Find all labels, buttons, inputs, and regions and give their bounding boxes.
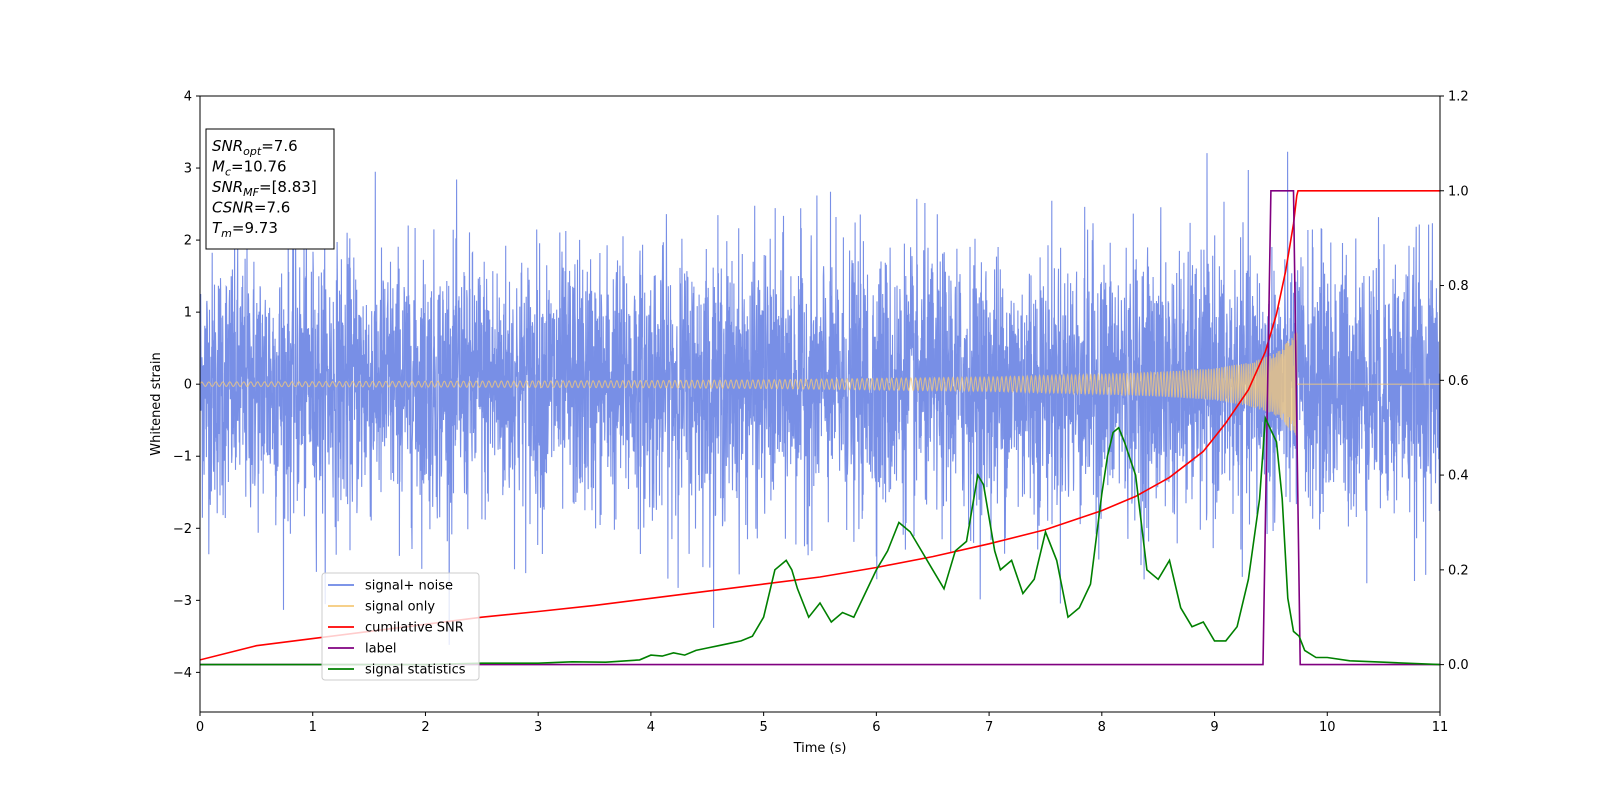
annotation-line: SNRMF=[8.83] bbox=[212, 178, 317, 199]
x-tick-label: 6 bbox=[872, 720, 880, 735]
x-tick-label: 7 bbox=[985, 720, 993, 735]
y-axis-label: Whitened strain bbox=[149, 352, 164, 455]
y-left-tick-label: −3 bbox=[173, 594, 192, 609]
signal-statistics-line bbox=[200, 415, 1440, 666]
x-tick-label: 5 bbox=[759, 720, 767, 735]
y-right-tick-label: 0.2 bbox=[1448, 563, 1469, 578]
x-tick-label: 9 bbox=[1210, 720, 1218, 735]
legend-frame bbox=[321, 572, 480, 681]
y-left-tick-label: −4 bbox=[173, 666, 192, 681]
x-tick-label: 10 bbox=[1319, 720, 1336, 735]
legend-label: signal only bbox=[365, 600, 435, 615]
y-left-tick-label: 2 bbox=[184, 234, 192, 249]
annotation-line: Tm=9.73 bbox=[212, 219, 278, 240]
y-left-tick-label: −2 bbox=[173, 522, 192, 537]
legend-label: signal statistics bbox=[365, 663, 466, 678]
legend-label: signal+ noise bbox=[365, 579, 453, 594]
x-tick-label: 4 bbox=[647, 720, 655, 735]
y-left-tick-label: 0 bbox=[184, 378, 192, 393]
x-tick-label: 11 bbox=[1432, 720, 1449, 735]
signal-only-line bbox=[200, 332, 1440, 436]
y-right-tick-label: 1.0 bbox=[1448, 184, 1469, 199]
label-line bbox=[200, 190, 1440, 666]
axis-ticks: 0 1 2 3 4 5 6 7 8 9 10 1143210−1−2−3−41.21.00.80.60… bbox=[173, 90, 1469, 736]
annotation-line: SNRopt=7.6 bbox=[212, 137, 298, 158]
legend-label: cumilative SNR bbox=[365, 621, 464, 636]
annotation-frame bbox=[205, 128, 335, 250]
y-right-tick-label: 0.4 bbox=[1448, 469, 1469, 484]
annotation-line: CSNR=7.6 bbox=[212, 199, 290, 217]
y-left-tick-label: 4 bbox=[184, 90, 192, 105]
x-tick-label: 0 bbox=[196, 720, 204, 735]
legend-label: label bbox=[365, 642, 396, 657]
x-tick-label: 1 bbox=[309, 720, 317, 735]
x-tick-label: 2 bbox=[421, 720, 429, 735]
y-left-tick-label: −1 bbox=[173, 450, 192, 465]
x-axis-label: Time (s) bbox=[793, 741, 847, 756]
signal-only-layer bbox=[200, 332, 1440, 436]
y-left-tick-label: 1 bbox=[184, 306, 192, 321]
y-right-tick-label: 1.2 bbox=[1448, 90, 1469, 105]
y-right-tick-label: 0.6 bbox=[1448, 374, 1469, 389]
y-left-tick-label: 3 bbox=[184, 162, 192, 177]
y-right-tick-label: 0.0 bbox=[1448, 658, 1469, 673]
x-tick-label: 3 bbox=[534, 720, 542, 735]
legend: signal+ noise signal only cumilative SNR la… bbox=[321, 572, 480, 681]
x-tick-label: 8 bbox=[1098, 720, 1106, 735]
annotation-line: Mc=10.76 bbox=[212, 158, 287, 179]
plot-frame bbox=[199, 95, 1441, 713]
y-right-tick-label: 0.8 bbox=[1448, 279, 1469, 294]
